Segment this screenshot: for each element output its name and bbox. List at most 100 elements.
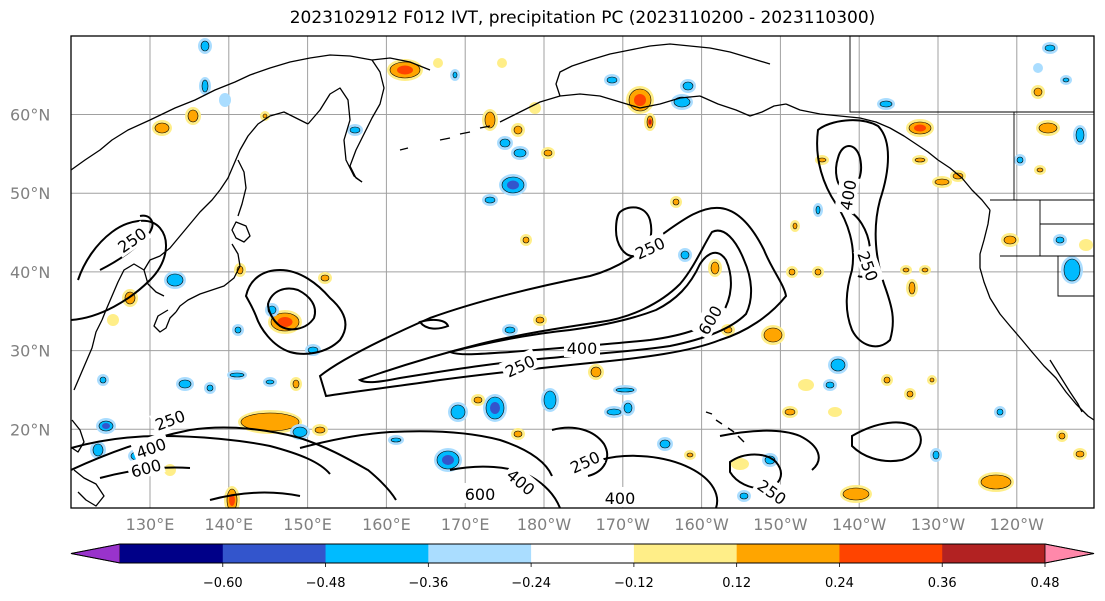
precip-patch-core [166, 273, 184, 287]
precip-patch-core [921, 267, 929, 273]
colorbar-tick-label: −0.36 [408, 576, 448, 591]
precip-patch-core [187, 109, 199, 123]
precip-patch-core [513, 430, 523, 438]
contour-label-bg [149, 403, 190, 435]
precip-patch [731, 458, 749, 470]
precip-patch-core [932, 450, 940, 460]
precip-patch-core [92, 443, 104, 457]
colorbar-segment [222, 544, 327, 563]
colorbar-extend-high [1044, 543, 1095, 564]
precip-patch-core [200, 40, 210, 52]
contour-label-bg [752, 472, 794, 508]
contour-label-bg [853, 245, 885, 286]
colorbar-extend-low [70, 543, 121, 564]
ivt-contour-label: 400 [605, 489, 636, 508]
longitude-tick-label: 130°E [126, 515, 175, 534]
precip-patch-core [914, 157, 926, 163]
contour-label-bg [130, 431, 171, 463]
precip-patch [219, 93, 231, 107]
precip-patch-core [830, 358, 846, 372]
precip-patch-core [673, 96, 691, 108]
precip-patch-peak [102, 423, 110, 429]
precip-patch-core [623, 402, 633, 414]
longitude-tick-label: 150°W [753, 515, 808, 534]
precip-patch-core [349, 126, 361, 134]
precip-patch-peak [490, 402, 500, 414]
longitude-tick-label: 140°W [832, 515, 887, 534]
contour-label-bg [564, 444, 606, 478]
precip-patch-core [606, 76, 618, 84]
precip-patch-core [206, 384, 214, 392]
precip-patch-core [522, 236, 530, 244]
precip-patch-core [1044, 44, 1056, 52]
precip-patch [798, 379, 814, 391]
precip-patch-core [906, 390, 914, 398]
precip-patch-core [1016, 156, 1024, 164]
contour-label-bg [602, 487, 638, 507]
latitude-tick-label: 20°N [10, 420, 50, 439]
precip-patch [828, 407, 842, 417]
contour-label-bg [564, 337, 600, 357]
precip-patch-peak [914, 124, 926, 132]
precip-patch-core [513, 148, 527, 158]
precip-patch-core [320, 274, 330, 282]
precip-patch [529, 102, 541, 114]
ivt-contour-label: 400 [567, 339, 598, 358]
colorbar-tick-label: 0.24 [825, 576, 854, 591]
precip-patch-core [262, 113, 268, 119]
coastlines [71, 43, 1094, 507]
longitude-tick-label: 140°E [204, 515, 253, 534]
precip-patch [497, 58, 507, 68]
precip-patch-core [292, 426, 308, 438]
precip-patch-core [1055, 236, 1065, 244]
political-borders [849, 36, 1094, 297]
colorbar-tick-label: 0.36 [928, 576, 957, 591]
ivt-contour-label: 600 [465, 485, 496, 504]
longitude-tick-label: 120°W [990, 515, 1045, 534]
precip-patch-core [1036, 167, 1044, 173]
precip-patch-core [1003, 235, 1017, 245]
contour-labels: 250 2502502502502502504004004004006006006… [110, 175, 885, 508]
precip-patch-core [229, 372, 245, 378]
precip-patch-core [879, 100, 893, 108]
precip-patch-core [1075, 127, 1085, 143]
colorbar-tick-labels: −0.60 −0.48 −0.36 −0.24 −0.12 0.12 0.24 0.36 0.4… [203, 563, 1059, 591]
precip-patch-core [908, 281, 916, 295]
latitude-tick-label: 50°N [10, 184, 50, 203]
colorbar-segment [428, 544, 532, 563]
longitude-tick-label: 160°E [362, 515, 411, 534]
precip-patch-max [648, 119, 652, 125]
colorbar-segment [736, 544, 840, 563]
longitude-tick-label: 130°W [911, 515, 966, 534]
precip-patch-core [473, 396, 483, 404]
precip-patch-core [390, 437, 402, 443]
colorbar-outline [70, 543, 1095, 564]
colorbar-tick-label: −0.12 [614, 576, 654, 591]
precip-patch-core [265, 379, 275, 385]
precip-patch-core [513, 125, 523, 135]
precip-patch-core [929, 377, 935, 383]
contour-label-bg [629, 230, 671, 264]
precip-patch-core [682, 81, 694, 91]
contour-label-bg [834, 175, 860, 215]
longitude-labels: 130°E 140°E 150°E 160°E 170°E 180°W 170°W 160°W… [126, 515, 1044, 534]
precip-patch-core [934, 178, 950, 186]
longitude-tick-label: 160°W [674, 515, 729, 534]
colorbar-segment [633, 544, 738, 563]
contour-label-bg [501, 462, 542, 501]
precip-patch [107, 314, 119, 326]
precip-patch-core [784, 408, 796, 416]
precip-patch [1033, 63, 1043, 73]
contour-label-bg [125, 452, 166, 482]
precip-patch-core [201, 79, 209, 93]
colorbar [70, 543, 1095, 564]
contour-label-bg [691, 298, 727, 341]
map-title: 2023102912 F012 IVT, precipitation PC (2… [289, 8, 876, 28]
colorbar-tick-label: −0.24 [511, 576, 551, 591]
precip-patch-core [292, 379, 300, 389]
contour-label-bg [499, 348, 541, 382]
precip-patch-core [499, 138, 511, 148]
precip-patch-core [739, 492, 749, 500]
precip-patch-core [504, 326, 516, 334]
